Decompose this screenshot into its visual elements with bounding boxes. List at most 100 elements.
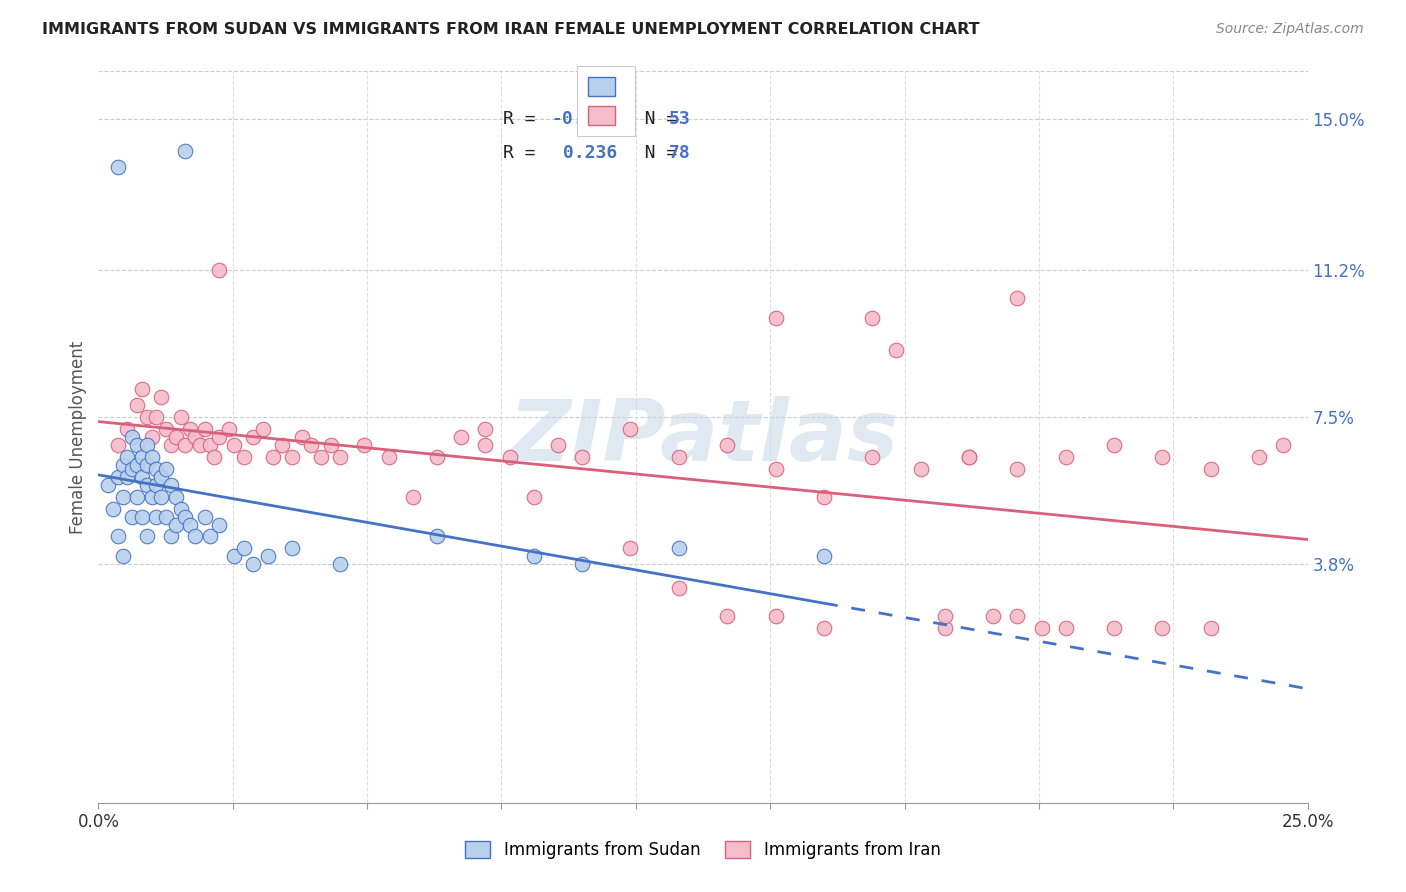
- Point: [474, 438, 496, 452]
- Point: [127, 398, 149, 412]
- Legend: Immigrants from Sudan, Immigrants from Iran: Immigrants from Sudan, Immigrants from I…: [458, 834, 948, 866]
- Point: [141, 450, 163, 464]
- Point: [910, 462, 932, 476]
- Point: [668, 581, 690, 595]
- Point: [1249, 450, 1271, 464]
- Point: [1054, 621, 1077, 635]
- Point: [117, 470, 139, 484]
- Point: [668, 541, 690, 556]
- Point: [155, 509, 177, 524]
- Point: [1152, 450, 1174, 464]
- Text: ZIPatlas: ZIPatlas: [508, 395, 898, 479]
- Point: [1152, 621, 1174, 635]
- Point: [155, 462, 177, 476]
- Point: [117, 450, 139, 464]
- Point: [127, 490, 149, 504]
- Point: [232, 541, 254, 556]
- Text: 0.236: 0.236: [551, 145, 617, 162]
- Point: [426, 529, 449, 543]
- Point: [121, 430, 143, 444]
- Text: N =: N =: [613, 145, 689, 162]
- Point: [571, 558, 593, 572]
- Point: [256, 549, 278, 564]
- Point: [165, 517, 187, 532]
- Point: [523, 549, 546, 564]
- Point: [981, 609, 1004, 624]
- Text: 53: 53: [669, 110, 690, 128]
- Point: [131, 450, 153, 464]
- Point: [1054, 450, 1077, 464]
- Text: R =: R =: [503, 110, 547, 128]
- Point: [1102, 621, 1125, 635]
- Point: [165, 430, 187, 444]
- Point: [222, 438, 245, 452]
- Point: [101, 501, 124, 516]
- Point: [174, 509, 197, 524]
- Text: 78: 78: [669, 145, 690, 162]
- Point: [377, 450, 399, 464]
- Text: N =: N =: [613, 110, 689, 128]
- Point: [242, 430, 264, 444]
- Point: [668, 450, 690, 464]
- Point: [329, 450, 352, 464]
- Point: [262, 450, 284, 464]
- Point: [117, 422, 139, 436]
- Text: R =: R =: [503, 145, 547, 162]
- Point: [179, 422, 201, 436]
- Point: [194, 509, 217, 524]
- Point: [1272, 438, 1295, 452]
- Point: [107, 529, 129, 543]
- Point: [281, 450, 304, 464]
- Point: [194, 422, 217, 436]
- Point: [281, 541, 304, 556]
- Point: [765, 462, 787, 476]
- Point: [619, 422, 641, 436]
- Point: [141, 490, 163, 504]
- Point: [160, 529, 183, 543]
- Point: [547, 438, 569, 452]
- Point: [957, 450, 980, 464]
- Point: [198, 529, 221, 543]
- Point: [131, 470, 153, 484]
- Point: [188, 438, 211, 452]
- Point: [426, 450, 449, 464]
- Point: [121, 462, 143, 476]
- Point: [1199, 621, 1222, 635]
- Point: [208, 263, 231, 277]
- Point: [765, 310, 787, 325]
- Point: [111, 549, 134, 564]
- Point: [145, 462, 167, 476]
- Point: [127, 458, 149, 472]
- Point: [165, 490, 187, 504]
- Point: [169, 501, 191, 516]
- Point: [169, 410, 191, 425]
- Point: [934, 609, 956, 624]
- Point: [1031, 621, 1053, 635]
- Point: [179, 517, 201, 532]
- Point: [619, 541, 641, 556]
- Point: [150, 470, 173, 484]
- Text: Source: ZipAtlas.com: Source: ZipAtlas.com: [1216, 22, 1364, 37]
- Point: [97, 477, 120, 491]
- Point: [184, 430, 207, 444]
- Point: [299, 438, 322, 452]
- Point: [174, 438, 197, 452]
- Point: [111, 458, 134, 472]
- Point: [135, 458, 157, 472]
- Point: [765, 609, 787, 624]
- Point: [329, 558, 352, 572]
- Point: [145, 477, 167, 491]
- Point: [218, 422, 240, 436]
- Point: [121, 509, 143, 524]
- Point: [131, 509, 153, 524]
- Point: [957, 450, 980, 464]
- Point: [145, 509, 167, 524]
- Point: [150, 490, 173, 504]
- Point: [813, 549, 835, 564]
- Point: [271, 438, 294, 452]
- Point: [1199, 462, 1222, 476]
- Point: [716, 438, 738, 452]
- Point: [135, 529, 157, 543]
- Point: [860, 310, 883, 325]
- Point: [1007, 291, 1029, 305]
